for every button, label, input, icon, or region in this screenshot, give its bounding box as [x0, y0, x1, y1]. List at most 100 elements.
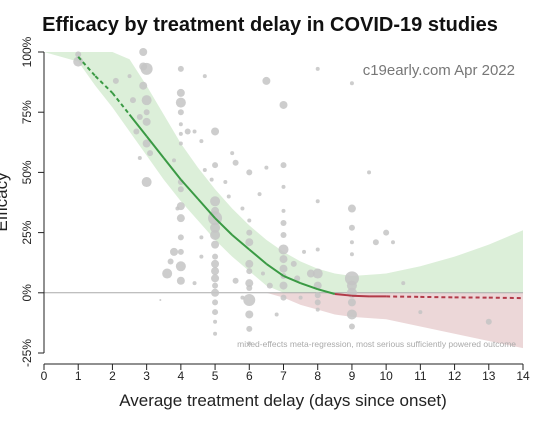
study-point — [127, 74, 132, 79]
x-tick-label: 2 — [109, 369, 116, 383]
confidence-band-positive — [44, 52, 523, 293]
x-tick-label: 12 — [448, 369, 462, 383]
confidence-band-negative — [44, 292, 523, 349]
study-point — [147, 150, 154, 157]
study-point — [279, 100, 288, 109]
study-point — [209, 177, 214, 182]
study-point — [348, 224, 355, 231]
study-point — [226, 194, 231, 199]
study-point — [240, 206, 245, 211]
y-axis-title: Efficacy — [0, 172, 11, 232]
fit-segment — [162, 157, 182, 181]
fit-segment — [317, 288, 336, 295]
x-axis-title: Average treatment delay (days since onse… — [119, 391, 447, 410]
study-point — [232, 159, 239, 166]
study-point — [212, 309, 219, 316]
study-point — [177, 234, 184, 241]
study-point — [294, 275, 301, 282]
study-point — [246, 325, 253, 332]
study-point — [245, 310, 254, 319]
study-point — [279, 255, 288, 264]
study-point — [170, 247, 179, 256]
x-tick-label: 11 — [414, 369, 427, 383]
x-tick-label: 0 — [41, 369, 48, 383]
study-point — [315, 66, 320, 71]
study-point — [210, 230, 221, 241]
study-point — [162, 268, 173, 279]
study-point — [175, 261, 186, 272]
study-point — [315, 307, 320, 312]
study-point — [246, 268, 253, 275]
study-point — [243, 294, 256, 307]
study-point — [262, 76, 271, 85]
study-point — [199, 235, 204, 240]
study-point — [192, 281, 197, 286]
y-ticks: -25% 0% 25% 50% 75% 100% — [20, 36, 44, 367]
study-point — [367, 170, 372, 175]
study-point — [314, 299, 321, 306]
x-ticks: 0 1 2 3 4 5 6 7 8 9 10 11 12 13 14 — [41, 364, 530, 383]
study-point — [247, 341, 252, 346]
study-point — [212, 299, 219, 306]
fit-segment — [128, 113, 148, 137]
study-point — [211, 288, 220, 297]
study-point — [129, 97, 136, 104]
study-point — [159, 299, 162, 302]
fit-segment — [145, 135, 165, 159]
x-tick-label: 14 — [516, 369, 530, 383]
fit-curve — [77, 56, 524, 300]
study-point — [281, 208, 286, 213]
confidence-band — [44, 52, 523, 349]
study-point — [112, 77, 119, 84]
study-point — [418, 310, 423, 315]
x-tick-label: 1 — [75, 369, 82, 383]
study-point — [142, 139, 151, 148]
study-point — [176, 88, 185, 97]
study-point — [211, 240, 220, 249]
fit-segment — [351, 294, 370, 298]
y-tick-label: 25% — [20, 220, 34, 244]
fit-segment — [77, 56, 97, 77]
study-point — [240, 295, 245, 300]
study-point — [349, 252, 354, 257]
study-point — [302, 249, 307, 254]
study-point — [177, 186, 184, 193]
study-point — [210, 222, 221, 233]
chart-title: Efficacy by treatment delay in COVID-19 … — [42, 14, 498, 36]
study-point — [178, 122, 183, 127]
fit-segment — [111, 92, 131, 116]
study-point — [312, 268, 323, 279]
fit-segment — [231, 234, 250, 251]
study-points — [73, 48, 492, 346]
study-point — [266, 282, 273, 289]
study-point — [344, 271, 359, 286]
study-point — [232, 277, 239, 284]
study-point — [143, 109, 150, 116]
fit-segment — [180, 178, 199, 200]
study-point — [133, 128, 140, 135]
study-point — [212, 253, 219, 260]
study-point — [176, 202, 185, 211]
x-tick-label: 3 — [143, 369, 150, 383]
study-point — [349, 81, 354, 86]
study-point — [142, 117, 151, 126]
study-point — [139, 48, 148, 56]
study-point — [199, 139, 204, 144]
study-point — [172, 158, 177, 163]
study-point — [140, 62, 153, 75]
x-tick-label: 7 — [280, 369, 287, 383]
x-tick-label: 9 — [349, 369, 356, 383]
study-point — [177, 109, 184, 116]
fit-segment — [283, 275, 301, 285]
study-point — [212, 162, 219, 169]
study-point — [246, 229, 253, 236]
study-point — [247, 218, 252, 223]
fit-segment — [248, 248, 268, 265]
study-point — [213, 319, 218, 324]
y-tick-label: 75% — [20, 100, 34, 124]
study-point — [246, 284, 253, 291]
study-point — [176, 276, 185, 285]
study-point — [401, 281, 406, 286]
study-point — [348, 323, 355, 330]
study-point — [278, 244, 289, 255]
